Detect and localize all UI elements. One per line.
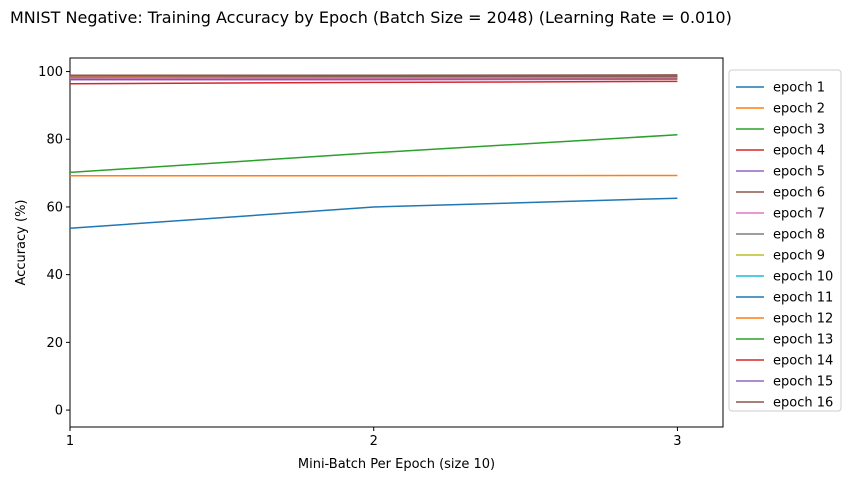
legend-label: epoch 15 bbox=[773, 375, 833, 390]
y-tick-label: 20 bbox=[46, 336, 63, 351]
legend-label: epoch 13 bbox=[773, 333, 833, 348]
legend-label: epoch 14 bbox=[773, 354, 833, 369]
legend-label: epoch 2 bbox=[773, 102, 825, 117]
series-lines bbox=[69, 74, 678, 230]
chart-title: MNIST Negative: Training Accuracy by Epo… bbox=[10, 8, 732, 27]
y-tick-label: 60 bbox=[46, 200, 63, 215]
legend-box bbox=[728, 69, 842, 412]
y-tick-label: 100 bbox=[38, 65, 63, 80]
legend: epoch 1 epoch 2 epoch 3 epoch 4 epoch 5 epoch… bbox=[728, 69, 842, 412]
y-axis: 0 20 40 60 80 100 bbox=[38, 65, 70, 419]
y-tick-label: 0 bbox=[55, 404, 63, 419]
legend-label: epoch 16 bbox=[773, 396, 833, 411]
legend-label: epoch 12 bbox=[773, 312, 833, 327]
x-tick-label: 3 bbox=[673, 434, 681, 449]
x-axis: 1 2 3 bbox=[66, 427, 682, 449]
x-tick-label: 2 bbox=[370, 434, 378, 449]
plot-area bbox=[69, 57, 724, 428]
legend-label: epoch 4 bbox=[773, 144, 825, 159]
series-line-epoch-3 bbox=[69, 134, 678, 174]
legend-label: epoch 7 bbox=[773, 207, 825, 222]
legend-label: epoch 8 bbox=[773, 228, 825, 243]
y-tick-label: 40 bbox=[46, 268, 63, 283]
y-tick-label: 80 bbox=[46, 133, 63, 148]
y-axis-label: Accuracy (%) bbox=[14, 200, 29, 286]
legend-label: epoch 1 bbox=[773, 81, 825, 96]
legend-label: epoch 10 bbox=[773, 270, 833, 285]
series-line-epoch-4 bbox=[69, 80, 678, 85]
x-tick-label: 1 bbox=[66, 434, 74, 449]
series-line-epoch-1 bbox=[69, 197, 678, 230]
legend-label: epoch 11 bbox=[773, 291, 833, 306]
legend-label: epoch 9 bbox=[773, 249, 825, 264]
legend-label: epoch 3 bbox=[773, 123, 825, 138]
legend-label: epoch 5 bbox=[773, 165, 825, 180]
legend-label: epoch 6 bbox=[773, 186, 825, 201]
x-axis-label: Mini-Batch Per Epoch (size 10) bbox=[298, 457, 495, 472]
